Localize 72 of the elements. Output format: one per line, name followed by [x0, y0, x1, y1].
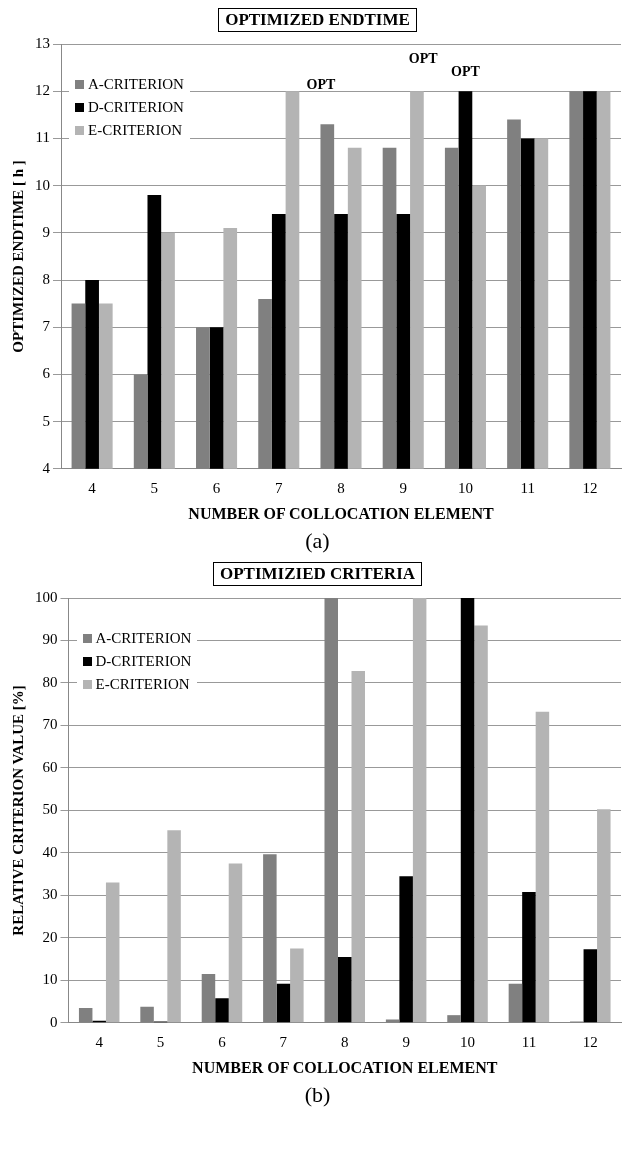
- bar: [474, 625, 488, 1023]
- legend-label: E-CRITERION: [88, 122, 183, 139]
- x-tick-label: 8: [337, 479, 345, 496]
- x-axis-title: NUMBER OF COLLOCATION ELEMENT: [192, 1058, 498, 1076]
- y-tick-label: 60: [42, 758, 58, 775]
- x-tick-label: 6: [212, 479, 221, 496]
- y-tick-label: 30: [42, 886, 58, 903]
- x-tick-label: 4: [95, 1033, 104, 1050]
- x-tick-label: 10: [460, 1033, 476, 1050]
- x-tick-label: 11: [520, 479, 535, 496]
- bar: [215, 998, 229, 1023]
- y-tick-label: 11: [35, 129, 50, 146]
- bar: [597, 809, 611, 1023]
- x-tick-label: 10: [457, 479, 473, 496]
- chart-title: OPTIMIZIED CRITERIA: [212, 562, 423, 586]
- x-tick-label: 4: [88, 479, 97, 496]
- legend-label: D-CRITERION: [88, 99, 184, 116]
- x-tick-label: 12: [582, 1033, 598, 1050]
- x-tick-label: 7: [275, 479, 284, 496]
- x-axis-title: NUMBER OF COLLOCATION ELEMENT: [188, 504, 495, 522]
- y-tick-label: 40: [42, 843, 58, 860]
- y-tick-label: 10: [35, 176, 50, 193]
- y-tick-label: 4: [42, 459, 51, 476]
- bar: [167, 830, 181, 1023]
- bar: [535, 711, 550, 1023]
- annotation: OPT: [408, 50, 439, 66]
- text: (b): [303, 1082, 332, 1108]
- x-tick-label: 12: [582, 479, 598, 496]
- x-tick-label: 6: [218, 1033, 227, 1050]
- y-tick-label: 12: [35, 82, 50, 99]
- bar: [399, 876, 413, 1023]
- bar: [228, 863, 243, 1023]
- chart-title: OPTIMIZED ENDTIME: [218, 8, 417, 32]
- x-tick-label: 5: [156, 1033, 165, 1050]
- x-tick-label: 8: [341, 1033, 349, 1050]
- bar: [583, 949, 598, 1023]
- y-tick-label: 50: [42, 801, 58, 818]
- y-tick-label: 13: [35, 34, 50, 51]
- text: (a): [304, 528, 331, 554]
- y-tick-label: 6: [42, 365, 51, 382]
- legend-label: A-CRITERION: [95, 630, 192, 647]
- y-tick-label: 100: [35, 588, 58, 605]
- y-tick-label: 10: [42, 971, 58, 988]
- y-tick-label: 8: [42, 270, 50, 287]
- x-tick-label: 7: [279, 1033, 288, 1050]
- bar: [338, 956, 352, 1023]
- y-axis-title: RELATIVE CRITERION VALUE [%]: [9, 685, 26, 936]
- bar: [351, 671, 366, 1023]
- bar: [276, 983, 291, 1023]
- bar: [105, 882, 120, 1023]
- bar: [522, 891, 536, 1023]
- x-tick-label: 5: [150, 479, 159, 496]
- x-tick-label: 9: [402, 1033, 410, 1050]
- legend-label: A-CRITERION: [88, 76, 184, 93]
- legend-label: D-CRITERION: [95, 653, 192, 670]
- annotation: OPT: [451, 63, 481, 79]
- y-axis-title: OPTIMIZED ENDTIME [ h ]: [9, 160, 26, 353]
- bar: [412, 598, 427, 1023]
- y-tick-label: 7: [42, 318, 51, 335]
- bar: [290, 948, 304, 1023]
- x-tick-label: 9: [399, 479, 407, 496]
- y-tick-label: 70: [42, 716, 58, 733]
- x-tick-label: 11: [521, 1033, 537, 1050]
- y-tick-label: 80: [42, 673, 58, 690]
- y-tick-label: 90: [42, 631, 58, 648]
- legend-label: E-CRITERION: [95, 676, 190, 693]
- y-tick-label: 5: [42, 412, 50, 429]
- y-tick-label: 9: [42, 223, 50, 240]
- bar: [460, 598, 475, 1023]
- y-tick-label: 0: [50, 1013, 58, 1030]
- annotation: OPT: [306, 76, 337, 92]
- y-tick-label: 20: [42, 928, 58, 945]
